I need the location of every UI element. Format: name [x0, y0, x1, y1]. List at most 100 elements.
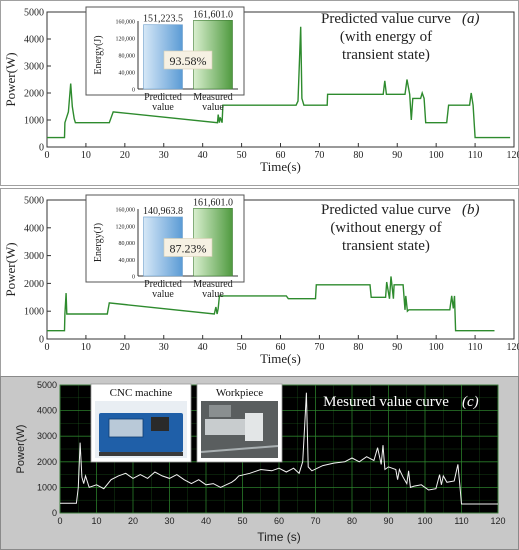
x-tick-label: 90	[383, 516, 393, 526]
y-tick-label: 4000	[24, 35, 44, 46]
x-tick-label: 20	[120, 342, 130, 353]
chart-title-line: Predicted value curve	[321, 11, 451, 27]
x-tick-label: 60	[276, 150, 286, 161]
inset-y-tick-label: 40,000	[119, 71, 136, 77]
photo-caption: CNC machine	[110, 387, 173, 399]
y-tick-label: 0	[39, 143, 44, 154]
x-tick-label: 50	[237, 516, 247, 526]
inset-category-label: Predicted	[144, 279, 182, 290]
inset-category-label: value	[152, 289, 174, 300]
y-tick-label: 0	[52, 508, 57, 518]
cnc-window	[108, 418, 144, 438]
cnc-control-panel	[151, 417, 169, 431]
y-tick-label: 1000	[24, 116, 44, 127]
inset-y-tick-label: 0	[132, 275, 135, 281]
x-tick-label: 80	[347, 516, 357, 526]
chart-panel-b: 0 10 20 30 40 50 60 70 80 90 100 110 120 0 1000 2000 300…	[0, 188, 519, 378]
inset-bar-value-label: 151,223.5	[143, 14, 183, 25]
workpiece-tool	[209, 405, 231, 417]
y-tick-label: 5000	[24, 8, 44, 19]
inset-y-tick-label: 80,000	[119, 241, 136, 247]
inset-ratio-label: 93.58%	[170, 54, 207, 68]
chart-panel-c: 0 10 20 30 40 50 60 70 80 90 100 110 120 0 1000 2000 300…	[0, 376, 519, 550]
x-tick-label: 20	[128, 516, 138, 526]
inset-y-tick-label: 160,000	[116, 208, 136, 214]
power-series-line	[47, 276, 495, 332]
inset-y-tick-label: 160,000	[116, 20, 136, 26]
x-tick-label: 0	[45, 150, 50, 161]
x-tick-label: 110	[454, 516, 468, 526]
workpiece-chuck	[245, 413, 263, 441]
y-tick-label: 5000	[24, 196, 44, 207]
y-tick-label: 5000	[37, 380, 57, 390]
x-tick-label: 120	[490, 516, 505, 526]
x-tick-label: 100	[417, 516, 432, 526]
panel-label: (b)	[462, 202, 480, 218]
inset-y-tick-label: 0	[132, 88, 135, 94]
x-tick-label: 110	[468, 342, 483, 353]
y-tick-label: 3000	[24, 62, 44, 73]
inset-bar-value-label: 140,963.8	[143, 206, 183, 217]
inset-category-label: value	[152, 102, 174, 113]
x-axis-label: Time (s)	[257, 530, 301, 544]
x-tick-label: 90	[392, 342, 402, 353]
y-tick-label: 3000	[24, 251, 44, 262]
x-axis-label: Time(s)	[260, 351, 301, 366]
x-tick-label: 50	[237, 342, 247, 353]
chart-title-line: (with energy of	[340, 29, 432, 45]
x-tick-label: 70	[314, 150, 324, 161]
x-tick-label: 60	[276, 342, 286, 353]
cnc-machine-photo: CNC machine	[90, 383, 192, 463]
x-tick-label: 40	[198, 342, 208, 353]
inset-category-label: value	[202, 102, 224, 113]
x-tick-label: 50	[237, 150, 247, 161]
y-tick-label: 1000	[24, 307, 44, 318]
y-tick-label: 2000	[24, 279, 44, 290]
inset-category-label: Predicted	[144, 92, 182, 103]
x-tick-label: 70	[310, 516, 320, 526]
inset-y-tick-label: 120,000	[116, 37, 136, 43]
y-tick-label: 0	[39, 335, 44, 346]
cnc-base	[99, 452, 183, 456]
chart-c-svg: 0 10 20 30 40 50 60 70 80 90 100 110 120 0 1000 2000 300…	[0, 376, 519, 550]
y-tick-label: 2000	[24, 89, 44, 100]
workpiece-edge	[200, 445, 279, 453]
chart-title-line: (without energy of	[330, 220, 441, 236]
inset-ratio-box	[163, 50, 213, 70]
x-tick-label: 100	[429, 342, 444, 353]
y-axis-label: Power(W)	[15, 425, 27, 474]
inset-y-tick-label: 120,000	[116, 224, 136, 230]
workpiece-photo: Workpiece	[196, 383, 283, 463]
x-tick-label: 30	[159, 342, 169, 353]
x-tick-label: 120	[507, 150, 519, 161]
inset-ratio-label: 87.23%	[170, 242, 207, 256]
inset-y-axis-label: Energy(J)	[93, 35, 104, 74]
panel-label: (c)	[462, 394, 479, 410]
measured-power-line	[60, 392, 498, 505]
x-tick-label: 100	[429, 150, 444, 161]
x-tick-label: 30	[164, 516, 174, 526]
x-tick-label: 20	[120, 150, 130, 161]
photo-caption: Workpiece	[216, 387, 263, 399]
x-tick-label: 70	[314, 342, 324, 353]
x-tick-label: 40	[198, 150, 208, 161]
x-tick-label: 10	[81, 342, 91, 353]
y-tick-label: 1000	[37, 482, 57, 492]
inset-category-label: Measured	[193, 92, 232, 103]
inset-y-axis-label: Energy(J)	[93, 223, 104, 262]
x-tick-label: 0	[57, 516, 62, 526]
chart-title-line: transient state)	[342, 238, 430, 254]
chart-title-line: Predicted value curve	[321, 202, 451, 218]
chart-b-svg: 0 10 20 30 40 50 60 70 80 90 100 110 120 0 1000 2000 300…	[0, 188, 519, 378]
inset-ratio-box	[163, 238, 213, 257]
chart-title: Mesured value curve	[323, 394, 449, 410]
inset-bar-value-label: 161,601.0	[193, 197, 233, 208]
y-tick-label: 4000	[37, 406, 57, 416]
inset-bar-value-label: 161,601.0	[193, 9, 233, 20]
inset-category-label: Measured	[193, 279, 232, 290]
chart-title-line: transient state)	[342, 47, 430, 63]
x-tick-label: 10	[91, 516, 101, 526]
y-tick-label: 4000	[24, 223, 44, 234]
x-tick-label: 30	[159, 150, 169, 161]
power-series-line	[47, 26, 511, 139]
